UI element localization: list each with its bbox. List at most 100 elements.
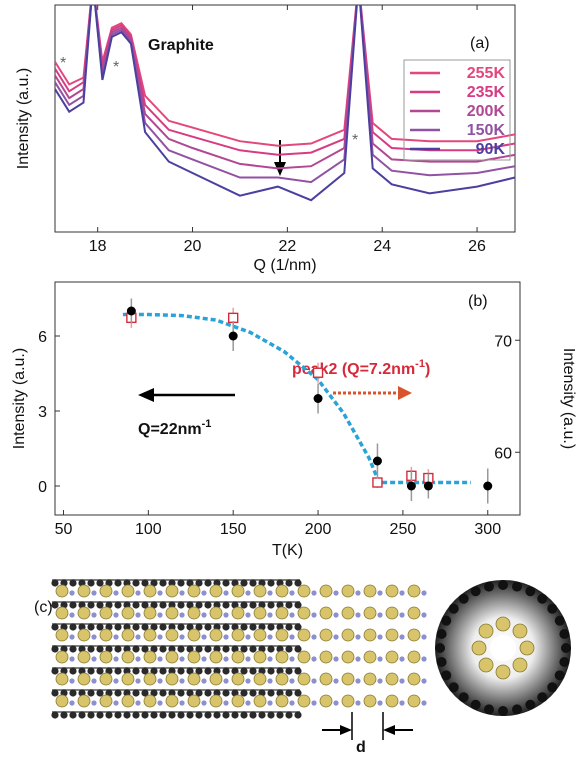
carbon-atom xyxy=(204,601,211,608)
x-tick-label: 200 xyxy=(305,521,332,538)
sulfur-atom xyxy=(276,651,288,663)
sulfur-atom xyxy=(100,629,112,641)
nanotube-structure xyxy=(51,579,571,740)
sulfur-atom xyxy=(188,629,200,641)
carbon-atom xyxy=(195,711,202,718)
carbon-atom xyxy=(114,645,121,652)
sulfur-atom xyxy=(78,629,90,641)
nitrogen-atom xyxy=(355,678,360,683)
carbon-atom xyxy=(87,601,94,608)
nitrogen-atom xyxy=(201,590,206,595)
y2-axis-label: Intensity (a.u.) xyxy=(560,348,577,449)
nitrogen-atom xyxy=(179,612,184,617)
sulfur-atom xyxy=(100,673,112,685)
nitrogen-atom xyxy=(311,656,316,661)
peak-marker: * xyxy=(113,59,119,76)
carbon-atom xyxy=(249,689,256,696)
carbon-atom xyxy=(51,601,58,608)
nitrogen-atom xyxy=(91,700,96,705)
nitrogen-atom xyxy=(113,612,118,617)
nitrogen-atom xyxy=(377,612,382,617)
sulfur-atom xyxy=(298,651,310,663)
sulfur-atom xyxy=(254,607,266,619)
nitrogen-atom xyxy=(399,700,404,705)
sulfur-atom xyxy=(254,695,266,707)
sulfur-atom xyxy=(166,651,178,663)
tube-core xyxy=(490,635,516,661)
nitrogen-atom xyxy=(289,634,294,639)
carbon-atom xyxy=(285,601,292,608)
nitrogen-atom xyxy=(223,700,228,705)
carbon-atom xyxy=(204,645,211,652)
annotation-text: ) xyxy=(425,361,430,378)
carbon-atom xyxy=(240,711,247,718)
carbon-atom xyxy=(441,616,451,626)
sulfur-atom xyxy=(408,607,420,619)
sulfur-atom xyxy=(166,585,178,597)
nitrogen-atom xyxy=(377,700,382,705)
x-tick-label: 50 xyxy=(55,521,73,538)
nitrogen-atom xyxy=(267,634,272,639)
carbon-atom xyxy=(114,689,121,696)
sulfur-atom xyxy=(210,585,222,597)
nitrogen-atom xyxy=(157,634,162,639)
arrow-head xyxy=(398,386,412,400)
sulfur-atom xyxy=(56,585,68,597)
sulfur-atom xyxy=(254,585,266,597)
arrow-head xyxy=(383,725,395,735)
legend-label: 150K xyxy=(467,122,506,139)
nitrogen-atom xyxy=(399,678,404,683)
carbon-atom xyxy=(159,601,166,608)
sulfur-atom xyxy=(342,607,354,619)
sulfur-atom xyxy=(386,607,398,619)
carbon-atom xyxy=(512,582,522,592)
sulfur-atom xyxy=(232,629,244,641)
sulfur-atom xyxy=(144,673,156,685)
sulfur-atom xyxy=(232,673,244,685)
sulfur-atom xyxy=(232,695,244,707)
carbon-atom xyxy=(294,711,301,718)
carbon-atom xyxy=(69,711,76,718)
nitrogen-atom xyxy=(69,634,74,639)
carbon-atom xyxy=(240,645,247,652)
sulfur-atom xyxy=(364,629,376,641)
sulfur-atom xyxy=(298,585,310,597)
sulfur-atom xyxy=(320,695,332,707)
carbon-atom xyxy=(498,580,508,590)
x-axis-label: Q (1/nm) xyxy=(253,257,316,274)
nitrogen-atom xyxy=(421,612,426,617)
sulfur-atom xyxy=(496,665,510,679)
nitrogen-atom xyxy=(69,700,74,705)
annotation: peak2 (Q=7.2nm-1) xyxy=(292,358,430,378)
carbon-atom xyxy=(132,645,139,652)
carbon-atom xyxy=(525,586,535,596)
sulfur-atom xyxy=(144,585,156,597)
carbon-atom xyxy=(69,579,76,586)
arrow-head xyxy=(138,388,154,402)
sulfur-atom xyxy=(232,651,244,663)
sulfur-atom xyxy=(408,651,420,663)
carbon-atom xyxy=(437,657,447,667)
sulfur-atom xyxy=(78,651,90,663)
carbon-atom xyxy=(177,689,184,696)
carbon-atom xyxy=(114,667,121,674)
nitrogen-atom xyxy=(311,678,316,683)
nitrogen-atom xyxy=(267,656,272,661)
carbon-atom xyxy=(471,700,481,710)
point xyxy=(229,332,238,341)
sulfur-atom xyxy=(513,658,527,672)
sulfur-atom xyxy=(276,607,288,619)
carbon-atom xyxy=(159,645,166,652)
carbon-atom xyxy=(51,667,58,674)
nitrogen-atom xyxy=(91,678,96,683)
sulfur-atom xyxy=(122,585,134,597)
nitrogen-atom xyxy=(333,612,338,617)
carbon-atom xyxy=(249,623,256,630)
nitrogen-atom xyxy=(311,634,316,639)
carbon-atom xyxy=(459,594,469,604)
sulfur-atom xyxy=(78,585,90,597)
nitrogen-atom xyxy=(245,678,250,683)
carbon-atom xyxy=(96,601,103,608)
nitrogen-atom xyxy=(135,678,140,683)
carbon-atom xyxy=(204,623,211,630)
